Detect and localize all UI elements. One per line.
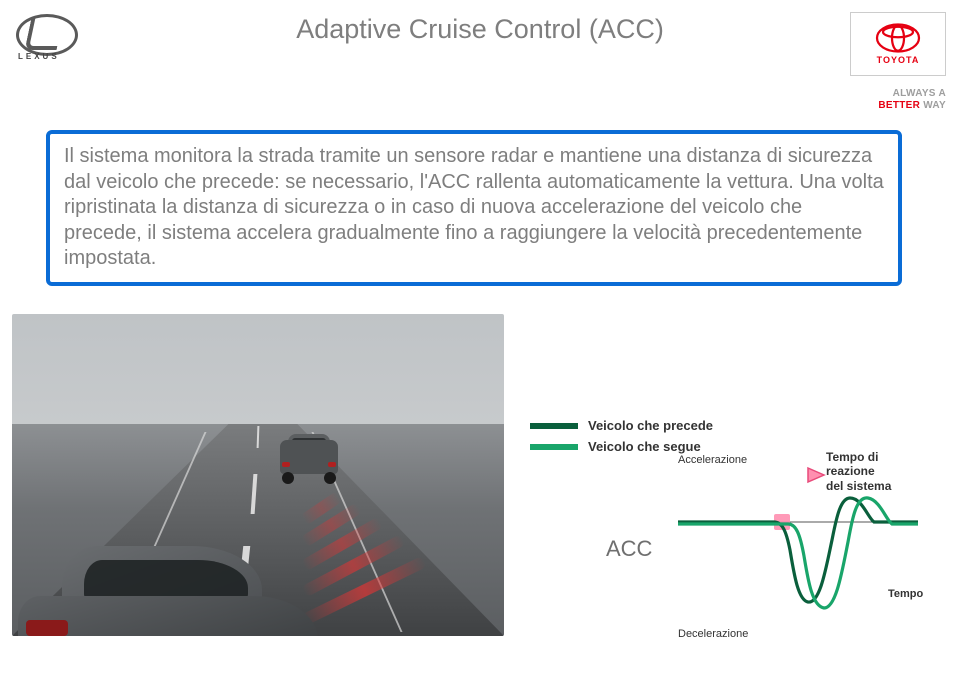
series-precede	[678, 498, 918, 602]
tagline-line1: ALWAYS A	[878, 88, 946, 100]
leading-vehicle	[274, 432, 344, 482]
legend-swatch-segue	[530, 444, 578, 450]
legend-label-precede: Veicolo che precede	[588, 418, 713, 433]
legend-label-segue: Veicolo che segue	[588, 439, 701, 454]
tagline: ALWAYS A BETTER WAY	[878, 88, 946, 112]
description-box: Il sistema monitora la strada tramite un…	[46, 130, 902, 286]
tagline-line2: BETTER WAY	[878, 100, 946, 112]
acc-chart	[678, 474, 918, 614]
legend: Veicolo che precede Veicolo che segue	[530, 418, 930, 454]
lexus-wordmark: LEXUS	[18, 52, 60, 61]
axis-label-decel: Decelerazione	[678, 628, 748, 640]
axis-label-accel: Accelerazione	[678, 454, 747, 466]
road-illustration	[12, 314, 504, 636]
description-text: Il sistema monitora la strada tramite un…	[64, 144, 884, 272]
ego-vehicle	[18, 546, 328, 636]
axis-label-tempo: Tempo	[888, 588, 923, 600]
legend-swatch-precede	[530, 423, 578, 429]
chart-panel: Veicolo che precede Veicolo che segue Ac…	[530, 418, 930, 648]
acc-label: ACC	[606, 536, 652, 562]
toyota-wordmark: TOYOTA	[877, 55, 920, 65]
legend-precede: Veicolo che precede	[530, 418, 930, 433]
page-title: Adaptive Cruise Control (ACC)	[0, 14, 960, 45]
